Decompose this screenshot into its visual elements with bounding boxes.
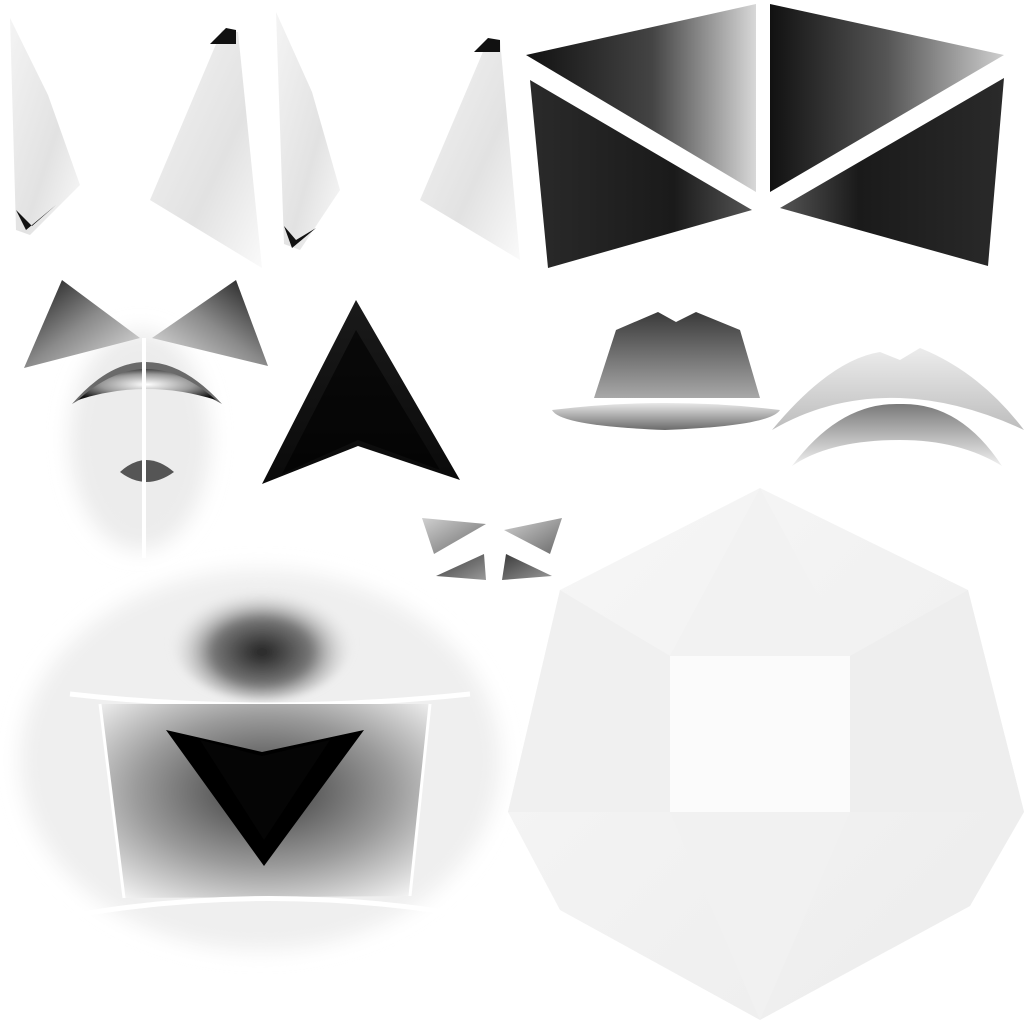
- lens-small: [120, 460, 174, 482]
- small-triangle: [436, 554, 486, 580]
- tall-wedge-pair-left-island: [10, 18, 262, 268]
- brow-upper: [772, 348, 1024, 430]
- pale-octagram-island: [508, 488, 1024, 1020]
- black-arrowhead-island: [262, 300, 460, 484]
- octagram-lower-kite: [670, 812, 850, 1020]
- fan-and-lens-island: [24, 280, 268, 558]
- wedge-tip: [210, 28, 236, 44]
- face-upper-blob: [172, 580, 352, 700]
- wedge-face: [276, 12, 340, 250]
- bowtie-upper-right: [770, 4, 1004, 192]
- wedge-face: [420, 40, 520, 260]
- bowtie-panel-island: [526, 4, 1004, 268]
- fan-triangle-right: [152, 280, 268, 366]
- wedge-tip: [474, 38, 500, 52]
- face-panel-island: [20, 570, 500, 950]
- bowtie-upper-left: [526, 4, 756, 192]
- curved-brow-island: [772, 348, 1024, 466]
- face-frame-right: [408, 703, 432, 897]
- arrowhead-inner: [282, 330, 440, 474]
- small-triangle: [422, 518, 486, 554]
- octagram-right-kite: [850, 590, 1024, 812]
- hat-brim: [552, 403, 780, 430]
- tall-wedge-pair-right-island: [276, 12, 520, 260]
- fan-triangle-left: [24, 280, 140, 368]
- octagram-upper-kite: [670, 488, 850, 656]
- face-dark-triangle-core: [200, 740, 330, 840]
- fan-divider: [142, 338, 146, 558]
- face-lower-separator: [59, 895, 471, 921]
- small-quad-triangles-island: [422, 518, 562, 580]
- octagram-center-square: [670, 656, 850, 812]
- face-frame-left: [98, 703, 126, 899]
- octagram-left-kite: [508, 590, 670, 812]
- lens-large-fill: [78, 369, 216, 400]
- bowtie-lower-left: [530, 80, 752, 268]
- hat-crown: [594, 312, 760, 398]
- bowtie-lower-right: [780, 78, 1004, 266]
- hat-brim-island: [552, 312, 780, 430]
- small-triangle: [502, 554, 552, 580]
- lens-large: [72, 362, 222, 404]
- wedge-face: [10, 18, 80, 235]
- wedge-tip: [16, 205, 56, 230]
- small-triangle: [504, 518, 562, 554]
- brow-lower: [792, 403, 1002, 466]
- wedge-face: [150, 30, 262, 268]
- wedge-tip: [284, 226, 316, 248]
